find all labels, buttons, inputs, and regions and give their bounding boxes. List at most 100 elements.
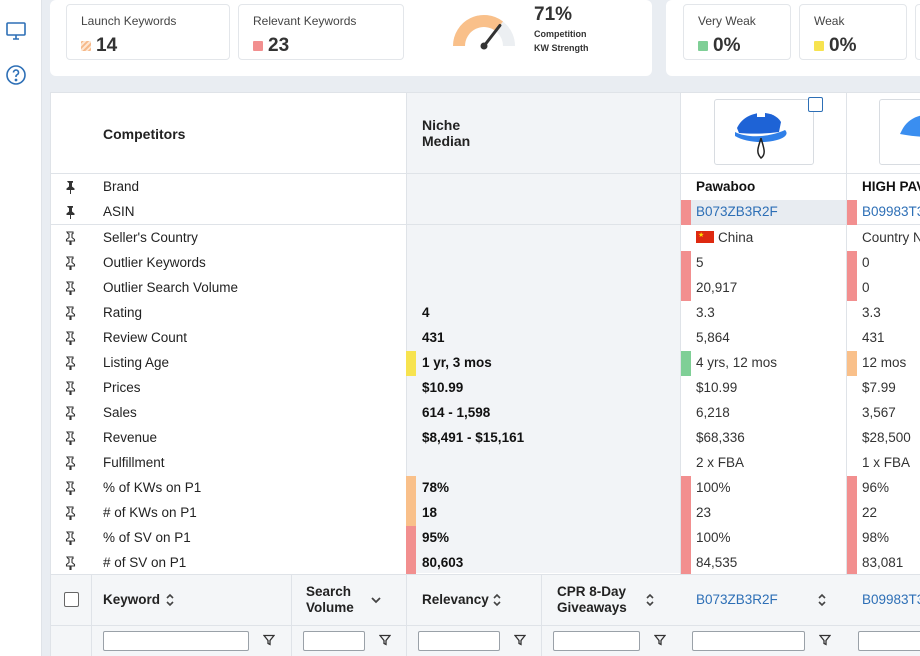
median-indicator-bar <box>406 551 416 576</box>
pin-icon[interactable] <box>64 456 76 470</box>
select-product-1-checkbox[interactable] <box>808 97 823 112</box>
product-2-sales: 3,567 <box>862 405 896 420</box>
median-value-review-count: 431 <box>422 330 445 345</box>
pin-icon[interactable] <box>64 256 76 270</box>
pin-icon[interactable] <box>64 356 76 370</box>
asin1-filter-icon[interactable] <box>819 634 831 646</box>
row-label-sales: Sales <box>103 405 137 420</box>
asin1-column-header[interactable]: B073ZB3R2F <box>696 592 778 607</box>
search-volume-header-1: Search <box>306 584 352 599</box>
median-value-rating: 4 <box>422 305 430 320</box>
pin-icon[interactable] <box>64 231 76 245</box>
product-1-listing-age: 4 yrs, 12 mos <box>696 355 778 370</box>
product-1-brand: Pawaboo <box>696 179 756 194</box>
strength-stats-panel: Very Weak 0% Weak 0% <box>666 0 920 76</box>
search-volume-filter-input[interactable] <box>303 631 365 651</box>
china-flag-icon: ★ <box>696 231 714 243</box>
product-2-revenue: $28,500 <box>862 430 911 445</box>
median-indicator-bar <box>406 526 416 551</box>
next-card <box>915 4 920 60</box>
pin-icon[interactable] <box>64 306 76 320</box>
asin1-filter-input[interactable] <box>692 631 805 651</box>
help-circle-icon[interactable] <box>5 64 27 86</box>
keyword-sort-icon[interactable] <box>165 592 175 608</box>
pin-icon[interactable] <box>64 281 76 295</box>
median-value-revenue: $8,491 - $15,161 <box>422 430 525 445</box>
product-1-sales: 6,218 <box>696 405 730 420</box>
search-volume-filter-icon[interactable] <box>379 634 391 646</box>
asin2-column-header[interactable]: B09983T3 <box>862 592 920 607</box>
product-2-indicator-bar <box>847 200 857 225</box>
median-value-of-sv-on-p1: 95% <box>422 530 450 545</box>
product-1-indicator-bar <box>681 200 691 225</box>
relevancy-sort-icon[interactable] <box>492 592 502 608</box>
weak-swatch <box>814 41 824 51</box>
product-2-indicator-bar <box>847 501 857 526</box>
product-1-of-kws-on-p1: 23 <box>696 505 712 520</box>
select-all-checkbox[interactable] <box>64 592 79 607</box>
median-indicator-bar <box>406 501 416 526</box>
pin-icon[interactable] <box>64 431 76 445</box>
product-2-of-sv-on-p1: 98% <box>862 530 890 545</box>
product-1-asin[interactable]: B073ZB3R2F <box>696 204 778 219</box>
pin-icon[interactable] <box>64 481 76 495</box>
product-1-indicator-bar <box>681 351 691 376</box>
product-1-of-sv-on-p1: 84,535 <box>696 555 738 570</box>
keyword-column-header[interactable]: Keyword <box>103 592 161 607</box>
product-2-asin[interactable]: B09983T3 <box>862 204 920 219</box>
pin-icon[interactable] <box>64 331 76 345</box>
row-label-of-sv-on-p1: # of SV on P1 <box>103 555 187 570</box>
product-2-listing-age: 12 mos <box>862 355 907 370</box>
pin-icon[interactable] <box>64 531 76 545</box>
product-2-outlier-keywords: 0 <box>862 255 870 270</box>
relevant-keywords-card: Relevant Keywords 23 <box>238 4 404 60</box>
competition-percent: 71% <box>534 4 573 25</box>
product-1-indicator-bar <box>681 476 691 501</box>
product-1-country-text: China <box>718 230 754 245</box>
asin1-sort-icon[interactable] <box>817 592 827 608</box>
product-1-outlier-keywords: 5 <box>696 255 704 270</box>
relevancy-filter-icon[interactable] <box>514 634 526 646</box>
cpr-filter-input[interactable] <box>553 631 640 651</box>
keyword-filter-icon[interactable] <box>263 634 275 646</box>
row-label-of-kws-on-p1: % of KWs on P1 <box>103 480 202 495</box>
product-2-indicator-bar <box>847 276 857 301</box>
very-weak-card: Very Weak 0% <box>683 4 791 60</box>
monitor-icon[interactable] <box>5 20 27 42</box>
product-1-outlier-search-volume: 20,917 <box>696 280 738 295</box>
product-2-of-sv-on-p1: 83,081 <box>862 555 904 570</box>
row-label-brand: Brand <box>103 179 140 194</box>
pin-filled-icon[interactable] <box>64 180 76 194</box>
product-1-of-sv-on-p1: 100% <box>696 530 731 545</box>
pin-icon[interactable] <box>64 406 76 420</box>
product-1-of-kws-on-p1: 100% <box>696 480 731 495</box>
competition-gauge <box>453 15 515 50</box>
chevron-down-icon[interactable] <box>371 592 381 608</box>
cpr-sort-icon[interactable] <box>645 592 655 608</box>
product-2-fulfillment: 1 x FBA <box>862 455 911 470</box>
keyword-filter-input[interactable] <box>103 631 249 651</box>
pin-icon[interactable] <box>64 556 76 570</box>
product-1-indicator-bar <box>681 526 691 551</box>
pin-icon[interactable] <box>64 381 76 395</box>
product-2-review-count: 431 <box>862 330 885 345</box>
product-1-indicator-bar <box>681 276 691 301</box>
product-1-fulfillment: 2 x FBA <box>696 455 745 470</box>
pin-icon[interactable] <box>64 506 76 520</box>
relevancy-column-header[interactable]: Relevancy <box>422 592 489 607</box>
row-label-review-count: Review Count <box>103 330 188 345</box>
left-rail <box>0 0 42 656</box>
cpr-header-2: Giveaways <box>557 600 627 615</box>
cpr-filter-icon[interactable] <box>654 634 666 646</box>
row-label-revenue: Revenue <box>103 430 158 445</box>
row-label-prices: Prices <box>103 380 141 395</box>
relevancy-filter-input[interactable] <box>418 631 500 651</box>
product-2-outlier-search-volume: 0 <box>862 280 870 295</box>
product-1-rating: 3.3 <box>696 305 715 320</box>
asin-row-highlight <box>680 200 846 225</box>
pin-filled-icon[interactable] <box>64 205 76 219</box>
product-1-indicator-bar <box>681 551 691 576</box>
product-image-2[interactable] <box>879 99 920 165</box>
product-image-1[interactable] <box>714 99 814 165</box>
asin2-filter-input[interactable] <box>858 631 920 651</box>
